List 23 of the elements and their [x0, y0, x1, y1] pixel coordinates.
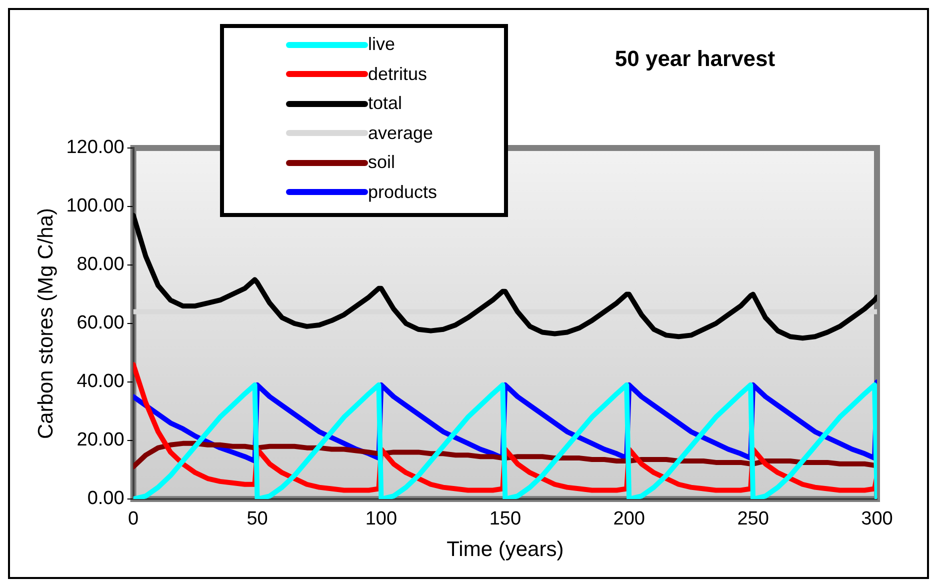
legend-label: average	[368, 122, 434, 144]
legend-label: live	[368, 34, 396, 56]
y-tick-label: 80.00	[76, 254, 124, 276]
x-tick-label: 0	[128, 508, 139, 530]
y-tick-label: 0.00	[87, 488, 124, 510]
y-tick-label: 100.00	[66, 196, 124, 217]
y-axis-title: Carbon stores (Mg C/ha)	[34, 208, 58, 440]
y-tick-label: 120.00	[66, 137, 124, 158]
y-tick-label: 60.00	[76, 312, 124, 334]
legend-label: soil	[368, 152, 396, 174]
x-tick-label: 150	[489, 508, 522, 530]
legend-label: total	[368, 93, 402, 114]
x-tick-label: 100	[365, 508, 398, 530]
y-tick-label: 40.00	[76, 371, 124, 392]
x-tick-label: 200	[613, 508, 645, 530]
x-tick-label: 300	[861, 508, 893, 530]
legend-label: products	[368, 182, 438, 203]
x-tick-label: 250	[737, 508, 769, 530]
y-tick-label: 20.00	[76, 430, 124, 451]
x-axis-title: Time (years)	[446, 538, 564, 562]
chart-title: 50 year harvest	[614, 46, 776, 72]
legend-label: detritus	[368, 64, 428, 85]
x-tick-label: 50	[246, 508, 268, 530]
